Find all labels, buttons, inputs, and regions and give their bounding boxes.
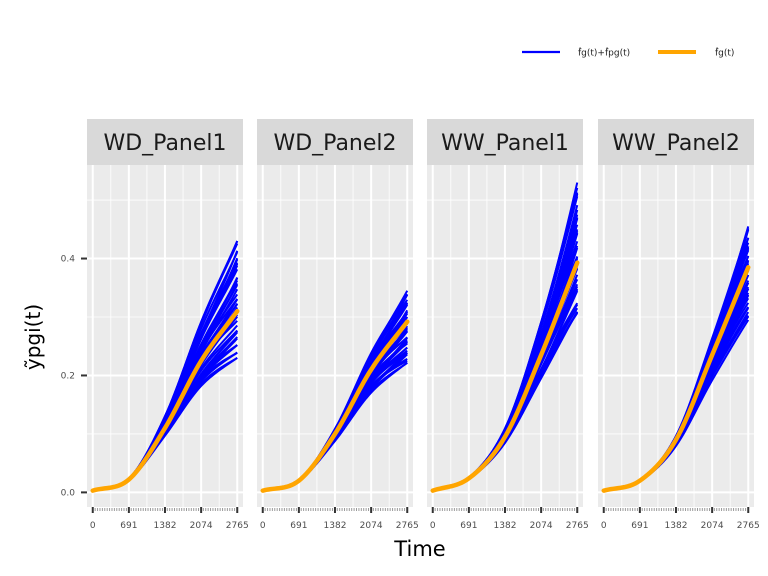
x-tick-label: 691 — [120, 521, 137, 531]
x-tick-label: 2765 — [737, 521, 760, 531]
x-tick-label: 2074 — [190, 521, 213, 531]
y-axis-title: ỹpgi(t) — [21, 304, 45, 370]
x-tick-label: 691 — [460, 521, 477, 531]
facet-strip-label: WW_Panel2 — [612, 131, 740, 156]
facet-panels: WD_Panel1 0 691 1382 2074 2765 WD_Panel2 0 691 13… — [87, 119, 760, 531]
mean-series-line — [90, 308, 240, 493]
facet-strip-label: WD_Panel1 — [103, 131, 226, 156]
x-tick-label: 2765 — [396, 521, 419, 531]
facet-strip-label: WD_Panel2 — [273, 131, 396, 156]
x-tick-label: 0 — [601, 521, 607, 531]
x-tick-label: 1382 — [494, 521, 517, 531]
facet-strip — [257, 119, 413, 165]
facet-strip-label: WW_Panel1 — [441, 131, 569, 156]
y-axis: 0.0 0.2 0.4 — [61, 255, 87, 498]
facet-strip — [87, 119, 243, 165]
facet-strip — [598, 119, 754, 165]
x-tick-label: 2074 — [701, 521, 724, 531]
x-tick-label: 2074 — [530, 521, 553, 531]
x-tick-label: 1382 — [665, 521, 688, 531]
facet-panel: WD_Panel1 0 691 1382 2074 2765 — [87, 119, 249, 531]
facet-panel: WW_Panel2 0 691 1382 2074 2765 — [598, 119, 760, 531]
y-tick-label: 0.2 — [61, 371, 75, 381]
x-tick-label: 1382 — [324, 521, 347, 531]
facet-panel: WW_Panel1 0 691 1382 2074 2765 — [427, 119, 589, 531]
x-tick-label: 2074 — [360, 521, 383, 531]
y-tick-label: 0.4 — [61, 255, 76, 265]
mean-series-line — [430, 260, 580, 493]
x-tick-label: 0 — [90, 521, 96, 531]
mean-series-line — [601, 265, 751, 493]
x-tick-label: 1382 — [154, 521, 177, 531]
facet-strip — [427, 119, 583, 165]
facet-panel: WD_Panel2 0 691 1382 2074 2765 — [257, 119, 419, 531]
x-tick-label: 2765 — [566, 521, 589, 531]
mean-series-line — [260, 319, 410, 493]
x-tick-label: 691 — [631, 521, 648, 531]
x-tick-label: 0 — [430, 521, 436, 531]
legend: f̂g(t)+f̂pg(t) f̂g(t) — [522, 47, 734, 59]
x-axis-title: Time — [393, 537, 445, 561]
x-tick-label: 0 — [260, 521, 266, 531]
legend-label-mean: f̂g(t) — [715, 47, 734, 59]
legend-label-individual: f̂g(t)+f̂pg(t) — [578, 47, 630, 59]
y-tick-label: 0.0 — [61, 488, 76, 498]
x-tick-label: 2765 — [226, 521, 249, 531]
x-tick-label: 691 — [290, 521, 307, 531]
